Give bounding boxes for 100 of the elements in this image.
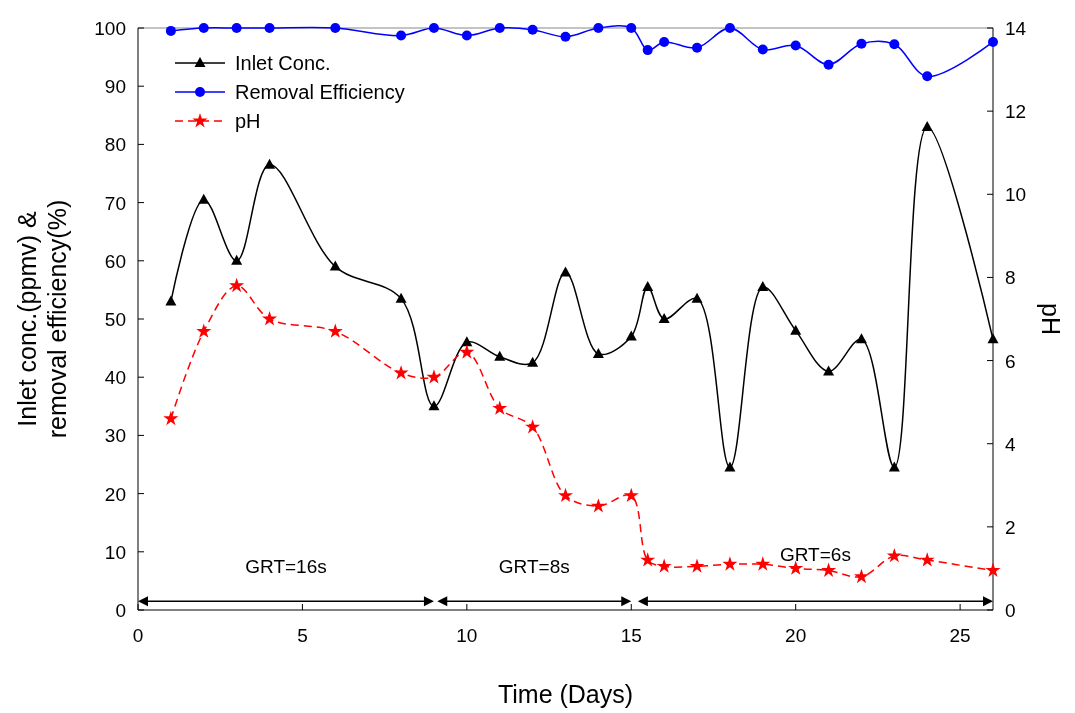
point (790, 324, 802, 335)
point (557, 487, 574, 503)
point (689, 558, 705, 573)
point (231, 23, 242, 33)
y-tick-label: 90 (104, 76, 126, 98)
y-tick-label: 60 (104, 250, 126, 272)
y-tick-label: 100 (94, 18, 126, 39)
point (494, 23, 505, 33)
point (229, 277, 245, 293)
point (494, 350, 506, 361)
point (919, 552, 935, 567)
point (823, 59, 834, 70)
y-tick-label: 80 (104, 134, 126, 156)
point (428, 23, 439, 33)
y-axis-title: Inlet conc.(ppmv) & removal efficiency(%) (13, 199, 71, 439)
point (821, 562, 837, 577)
point (198, 193, 210, 204)
point (592, 347, 604, 358)
y-tick-label: 70 (104, 192, 126, 214)
point (755, 556, 771, 571)
legend-label: Inlet Conc. (235, 52, 331, 74)
y2-tick-label: 2 (1005, 516, 1016, 538)
point (656, 558, 672, 573)
point (527, 356, 539, 367)
point (886, 548, 902, 563)
point (560, 266, 571, 277)
point (560, 31, 571, 42)
point (459, 344, 475, 359)
point (426, 369, 442, 384)
point (461, 30, 472, 41)
point (262, 311, 278, 326)
point (198, 23, 209, 33)
point (330, 23, 341, 33)
point (196, 323, 212, 338)
point (640, 552, 656, 567)
y2-tick-label: 6 (1005, 350, 1016, 372)
point (724, 23, 735, 33)
y-tick-label: 10 (104, 541, 126, 563)
point (659, 36, 670, 47)
point (691, 292, 703, 303)
y2-tick-label: 4 (1005, 433, 1016, 455)
point (642, 280, 654, 291)
point (888, 461, 900, 472)
point (264, 23, 275, 33)
x-tick-label: 10 (456, 625, 478, 646)
x-axis-title: Time (Days) (497, 680, 634, 708)
point (856, 38, 867, 49)
point (165, 25, 176, 36)
annotation: GRT=16s (245, 556, 327, 578)
annotation: GRT=8s (498, 556, 570, 578)
point (623, 487, 639, 503)
x-tick-label: 20 (785, 625, 807, 646)
point (327, 323, 343, 338)
x-tick-label: 25 (949, 625, 971, 646)
y2-tick-label: 8 (1005, 267, 1016, 289)
point (231, 254, 243, 265)
point (329, 260, 341, 271)
point (163, 410, 179, 426)
point (396, 30, 407, 41)
point (922, 71, 933, 82)
y-tick-label: 50 (104, 309, 126, 330)
point (428, 400, 440, 411)
point (985, 562, 1001, 577)
y-tick-label: 40 (104, 367, 126, 389)
point (658, 313, 670, 323)
point (724, 461, 736, 472)
point (889, 39, 900, 50)
x-tick-label: 15 (620, 625, 642, 646)
point (988, 36, 998, 47)
annotation: GRT=6s (779, 544, 851, 566)
point (264, 158, 276, 169)
point (590, 498, 606, 513)
y-tick-label: 0 (115, 600, 126, 621)
point (393, 365, 409, 380)
point (790, 40, 801, 51)
x-tick-label: 0 (132, 625, 144, 646)
y2-axis-title: pH (1037, 303, 1065, 335)
y2-tick-label: 14 (1005, 18, 1027, 39)
point (593, 23, 604, 33)
legend-label: pH (235, 110, 261, 132)
point (853, 568, 869, 584)
y2-tick-label: 12 (1005, 101, 1027, 123)
y2-tick-label: 10 (1005, 184, 1027, 206)
point (165, 295, 177, 306)
y-tick-label: 20 (104, 483, 126, 505)
point (757, 44, 768, 55)
y2-tick-label: 0 (1005, 600, 1016, 621)
point (625, 330, 637, 341)
legend-label: Removal Efficiency (235, 81, 405, 103)
point (527, 24, 538, 35)
point (921, 120, 933, 131)
point (395, 292, 407, 303)
point (788, 560, 804, 575)
point (757, 280, 769, 291)
point (855, 333, 867, 344)
point (492, 400, 508, 415)
point (525, 419, 541, 434)
point (626, 23, 637, 33)
point (722, 556, 738, 571)
point (461, 336, 473, 347)
